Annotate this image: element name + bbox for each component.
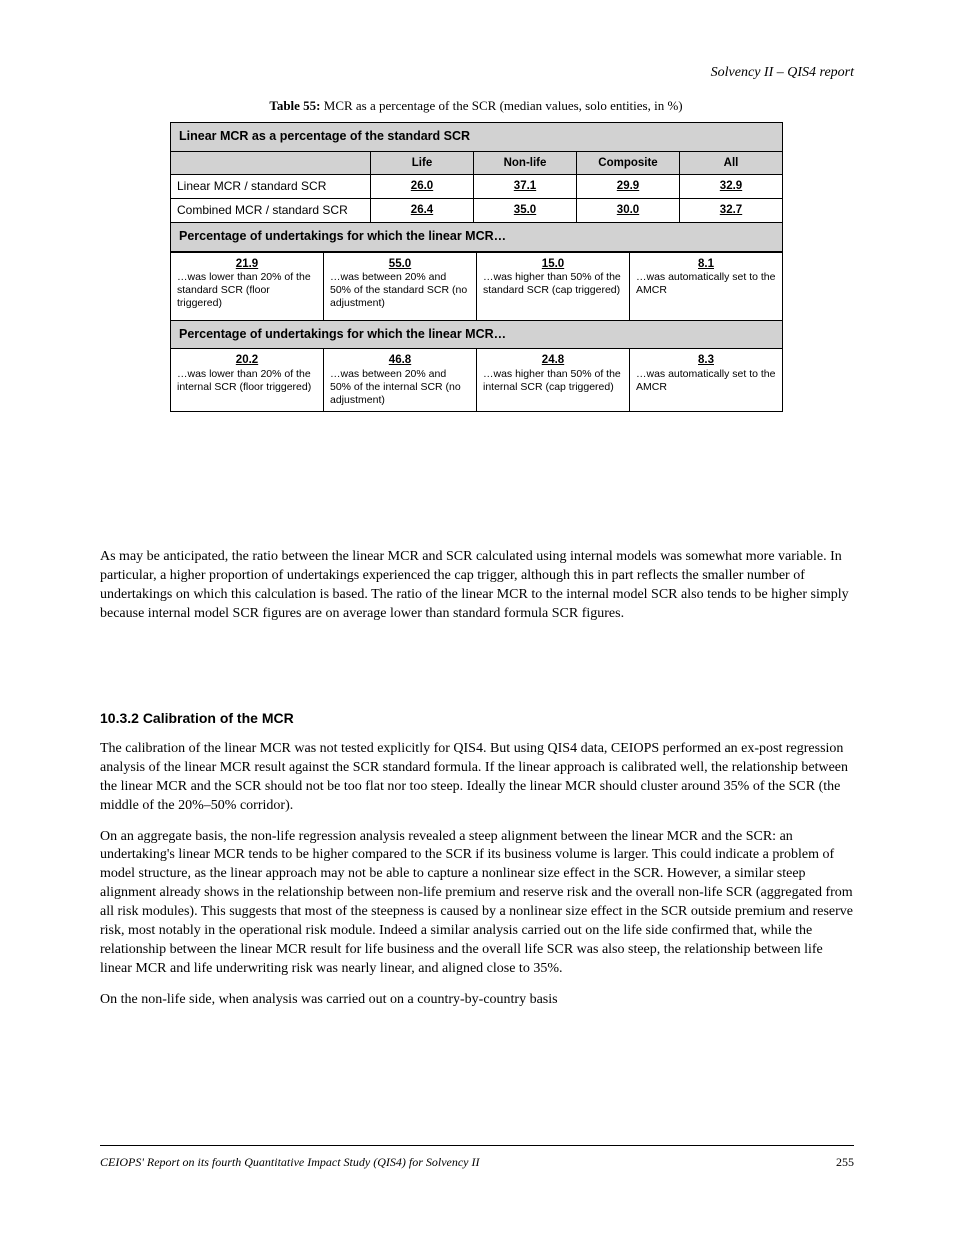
col-blank bbox=[171, 151, 371, 174]
footer-rule bbox=[100, 1145, 854, 1146]
footer: CEIOPS' Report on its fourth Quantitativ… bbox=[100, 1155, 854, 1170]
section-heading: 10.3.2 Calibration of the MCR bbox=[100, 710, 294, 726]
mcr-table-s2: 21.9…was lower than 20% of the standard … bbox=[170, 252, 783, 412]
col-nonlife: Non-life bbox=[474, 151, 577, 174]
paragraph-block: The calibration of the linear MCR was no… bbox=[100, 740, 854, 1010]
paragraph-1: As may be anticipated, the ratio between… bbox=[100, 548, 854, 624]
page-number: 255 bbox=[836, 1155, 854, 1170]
col-all: All bbox=[680, 151, 783, 174]
para2-line: The calibration of the linear MCR was no… bbox=[100, 740, 854, 816]
section3-header: Percentage of undertakings for which the… bbox=[171, 320, 783, 349]
table-row: Linear MCR / standard SCR 26.0 37.1 29.9… bbox=[171, 175, 783, 199]
table-row: 21.9…was lower than 20% of the standard … bbox=[171, 252, 783, 320]
col-composite: Composite bbox=[577, 151, 680, 174]
table-row: 20.2…was lower than 20% of the internal … bbox=[171, 349, 783, 412]
col-life: Life bbox=[371, 151, 474, 174]
para2-line: On the non-life side, when analysis was … bbox=[100, 991, 854, 1010]
page-header-right: Solvency II – QIS4 report bbox=[711, 65, 854, 81]
para2-line: On an aggregate basis, the non-life regr… bbox=[100, 828, 854, 979]
table-row: Combined MCR / standard SCR 26.4 35.0 30… bbox=[171, 199, 783, 223]
table-caption-rest: MCR as a percentage of the SCR (median v… bbox=[321, 98, 683, 113]
section2-header: Percentage of undertakings for which the… bbox=[171, 223, 783, 252]
table-caption-label: Table 55: bbox=[269, 98, 320, 113]
table-caption: Table 55: MCR as a percentage of the SCR… bbox=[170, 98, 782, 114]
table-title-row: Linear MCR as a percentage of the standa… bbox=[171, 123, 783, 152]
mcr-table: Linear MCR as a percentage of the standa… bbox=[170, 122, 783, 252]
footer-left: CEIOPS' Report on its fourth Quantitativ… bbox=[100, 1155, 480, 1169]
